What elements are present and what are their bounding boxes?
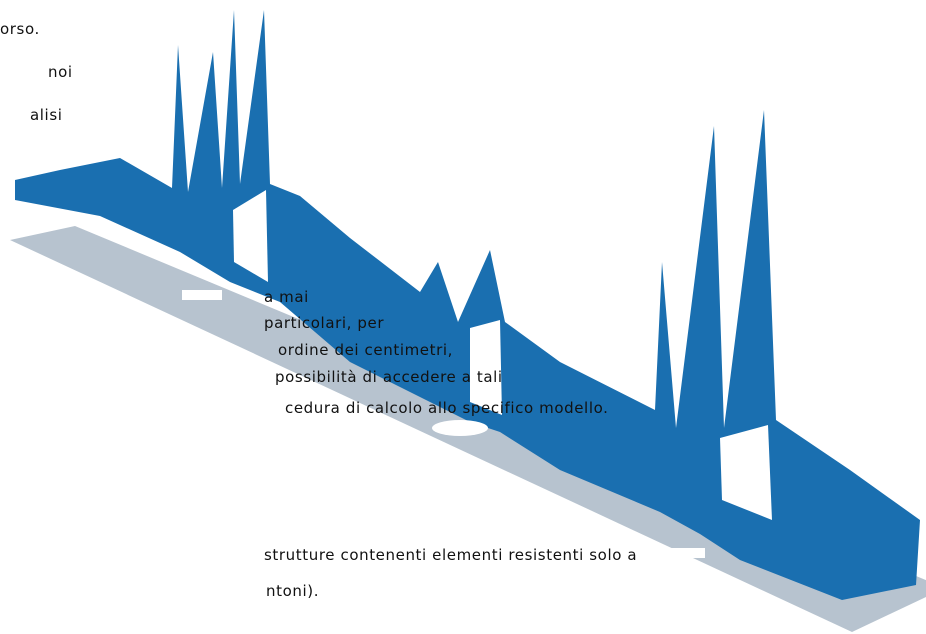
cutout	[720, 425, 772, 520]
cutout	[182, 290, 222, 300]
stress-surface	[15, 10, 920, 600]
cutout	[470, 320, 502, 415]
text-line: ordine dei centimetri,	[278, 341, 454, 359]
cutout	[432, 420, 488, 436]
text-line: particolari, per	[264, 314, 385, 332]
cutout	[233, 190, 268, 282]
text-line: ntoni).	[266, 582, 320, 600]
text-line: strutture contenenti elementi resistenti…	[264, 546, 638, 564]
text-line: orso.	[0, 20, 40, 38]
text-line: alisi	[30, 106, 63, 124]
text-line: cedura di calcolo allo specifico modello…	[285, 399, 609, 417]
text-line: noi	[48, 63, 73, 81]
cutout	[660, 548, 705, 558]
text-line: a mai	[264, 288, 309, 306]
text-line: possibilità di accedere a tali	[275, 368, 503, 386]
